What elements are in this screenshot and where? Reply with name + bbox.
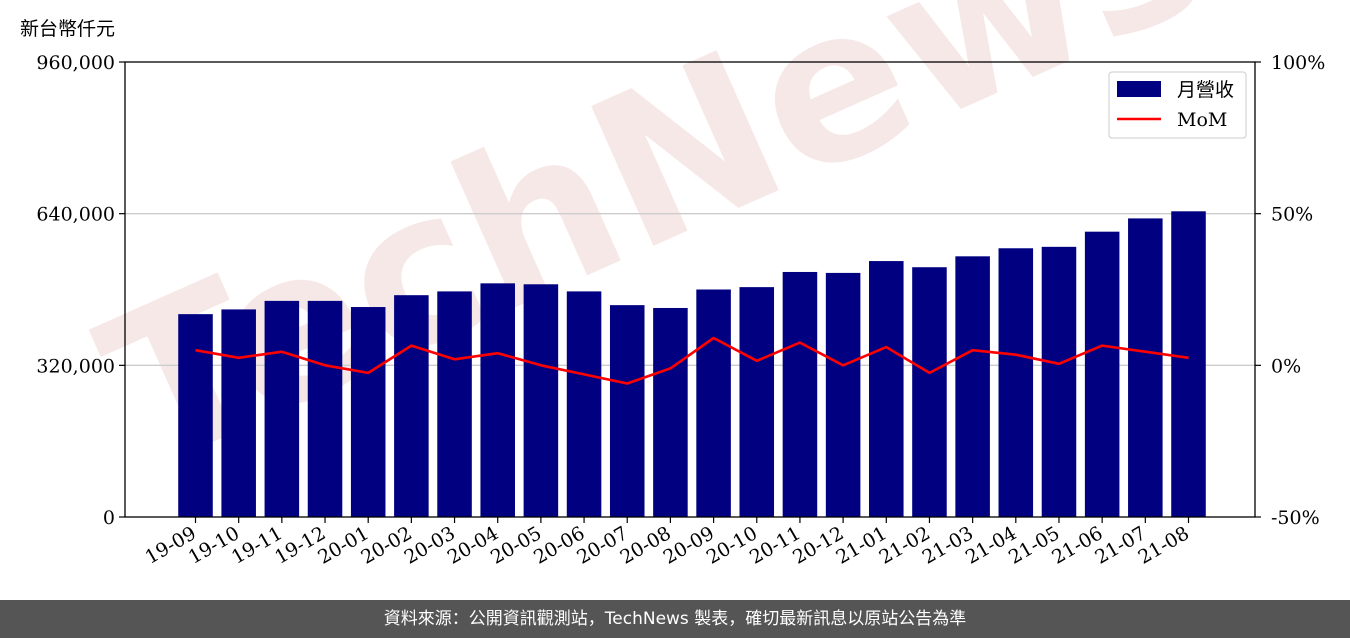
mom-line-series — [195, 336, 1189, 385]
y-right-tick-label: 100% — [1271, 52, 1325, 74]
bar-19-12 — [307, 300, 343, 517]
y-right-tick-label: -50% — [1271, 507, 1320, 529]
legend-label-revenue: 月營收 — [1177, 79, 1234, 101]
bar-19-09 — [178, 314, 213, 517]
bar-20-01 — [350, 307, 386, 517]
bar-21-04 — [998, 248, 1034, 517]
y-left-tick-label: 960,000 — [36, 52, 115, 74]
y-axis-unit-label: 新台幣仟元 — [20, 18, 116, 40]
bar-20-06 — [566, 291, 602, 517]
bar-20-11 — [782, 271, 818, 517]
y-left-tick-label: 320,000 — [36, 355, 115, 377]
x-tick-label: 21-08 — [1135, 522, 1193, 568]
bar-20-03 — [437, 291, 472, 517]
bar-20-04 — [480, 283, 515, 517]
bar-19-10 — [221, 309, 256, 517]
bar-20-02 — [394, 295, 429, 517]
bar-20-10 — [739, 287, 775, 517]
bar-21-01 — [869, 261, 904, 517]
y-left-tick-label: 0 — [103, 507, 115, 529]
y-left-tick-label: 640,000 — [36, 204, 115, 226]
mom-line — [195, 336, 1189, 385]
bar-20-05 — [523, 284, 559, 517]
legend-label-mom: MoM — [1177, 109, 1227, 131]
legend-swatch-bar — [1117, 81, 1161, 97]
revenue-chart: TechNews 0320,000640,000960,000-50%0%50%… — [36, 0, 1325, 569]
legend: 月營收 MoM — [1108, 71, 1247, 139]
bar-21-08 — [1171, 211, 1206, 517]
y-right-tick-label: 50% — [1271, 204, 1313, 226]
bar-20-07 — [609, 305, 645, 517]
source-footer: 資料來源：公開資訊觀測站，TechNews 製表，確切最新訊息以原站公告為準 — [0, 600, 1350, 638]
bar-21-02 — [912, 267, 947, 517]
bar-21-05 — [1041, 246, 1077, 517]
bar-20-09 — [696, 289, 731, 517]
bar-21-07 — [1128, 218, 1163, 517]
bar-20-12 — [825, 272, 861, 517]
bar-19-11 — [264, 300, 300, 517]
plot-frame — [124, 61, 1256, 518]
bar-20-08 — [653, 307, 688, 517]
bar-series — [178, 211, 1206, 518]
y-right-tick-label: 0% — [1271, 355, 1301, 377]
bar-21-06 — [1084, 231, 1120, 518]
bar-21-03 — [955, 256, 990, 517]
